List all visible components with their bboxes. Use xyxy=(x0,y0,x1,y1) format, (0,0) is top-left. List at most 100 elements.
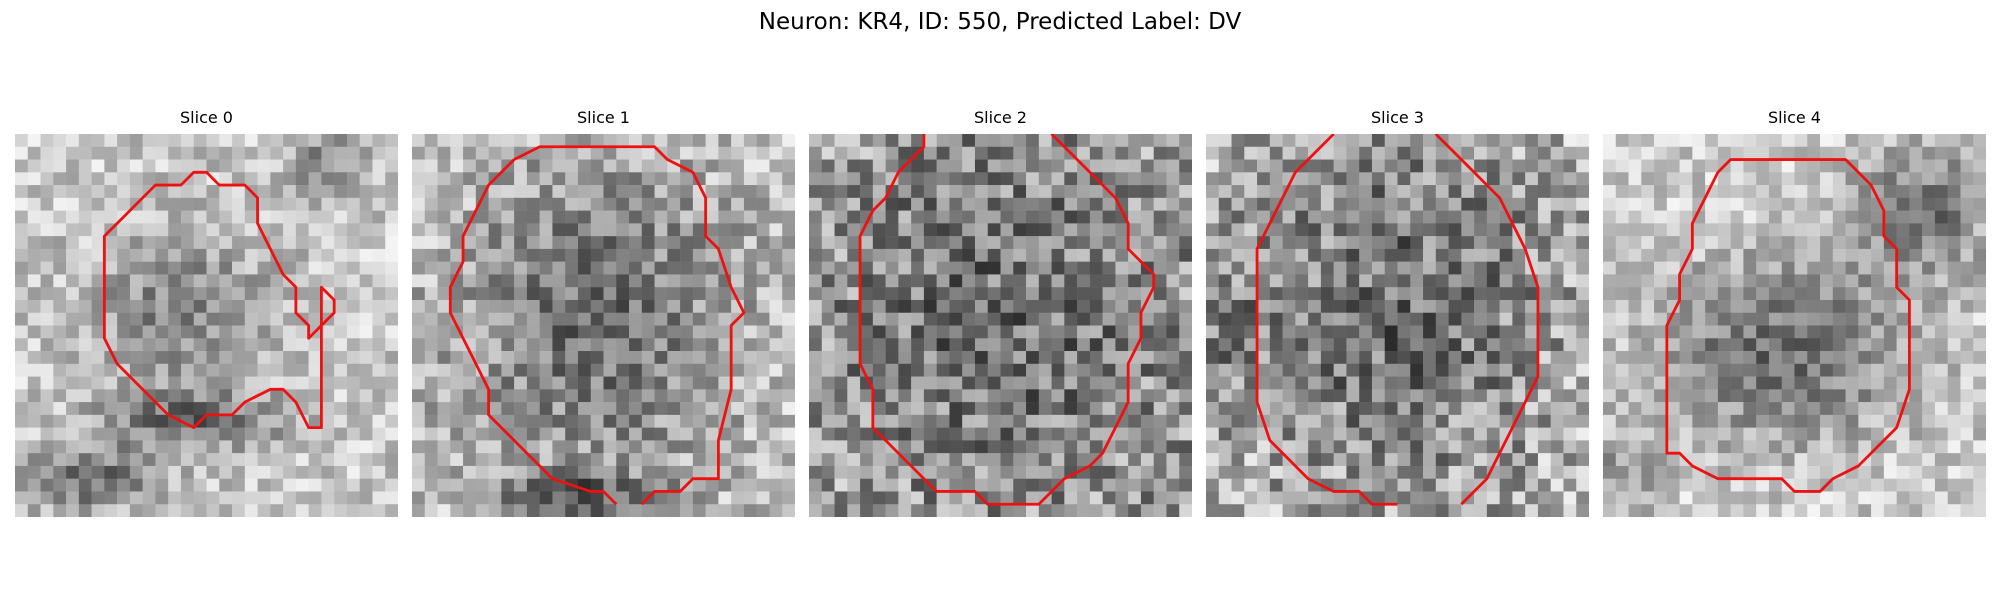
image-pixel xyxy=(1615,504,1629,517)
image-pixel xyxy=(1206,236,1220,250)
image-pixel xyxy=(270,172,284,186)
image-pixel xyxy=(334,159,348,173)
image-pixel xyxy=(1550,146,1564,160)
image-pixel xyxy=(463,287,477,301)
image-pixel xyxy=(450,338,464,352)
image-pixel xyxy=(1679,389,1693,403)
image-pixel xyxy=(232,478,246,492)
image-pixel xyxy=(66,491,80,505)
image-pixel xyxy=(308,453,322,467)
image-pixel xyxy=(1615,299,1629,313)
image-pixel xyxy=(270,453,284,467)
image-pixel xyxy=(232,440,246,454)
image-pixel xyxy=(1448,185,1462,199)
image-pixel xyxy=(1038,440,1052,454)
image-pixel xyxy=(1346,402,1360,416)
image-pixel xyxy=(1269,491,1283,505)
image-pixel xyxy=(1705,274,1719,288)
image-pixel xyxy=(565,338,579,352)
image-pixel xyxy=(1973,312,1986,326)
image-pixel xyxy=(1550,312,1564,326)
image-pixel xyxy=(1435,236,1449,250)
image-pixel xyxy=(1717,185,1731,199)
image-pixel xyxy=(731,453,745,467)
image-pixel xyxy=(257,248,271,262)
image-pixel xyxy=(1244,134,1258,148)
image-pixel xyxy=(283,478,297,492)
image-pixel xyxy=(1717,351,1731,365)
image-pixel xyxy=(1435,427,1449,441)
image-pixel xyxy=(1064,491,1078,505)
image-pixel xyxy=(974,299,988,313)
image-pixel xyxy=(334,261,348,275)
image-pixel xyxy=(577,440,591,454)
image-pixel xyxy=(40,134,54,148)
image-pixel xyxy=(412,248,426,262)
slice-title: Slice 0 xyxy=(180,108,233,127)
image-pixel xyxy=(1166,261,1180,275)
image-pixel xyxy=(475,402,489,416)
image-pixel xyxy=(1641,491,1655,505)
image-pixel xyxy=(1717,376,1731,390)
image-pixel xyxy=(641,312,655,326)
image-pixel xyxy=(283,134,297,148)
image-pixel xyxy=(1423,363,1437,377)
image-pixel xyxy=(872,312,886,326)
image-pixel xyxy=(66,363,80,377)
image-pixel xyxy=(949,197,963,211)
image-pixel xyxy=(1743,146,1757,160)
image-pixel xyxy=(1730,146,1744,160)
image-pixel xyxy=(1692,236,1706,250)
image-pixel xyxy=(885,491,899,505)
image-pixel xyxy=(743,299,757,313)
image-pixel xyxy=(692,197,706,211)
image-pixel xyxy=(488,274,502,288)
image-pixel xyxy=(1257,172,1271,186)
image-pixel xyxy=(488,440,502,454)
image-pixel xyxy=(1679,491,1693,505)
image-pixel xyxy=(834,389,848,403)
image-pixel xyxy=(539,338,553,352)
image-pixel xyxy=(756,172,770,186)
image-pixel xyxy=(1000,491,1014,505)
image-pixel xyxy=(1013,402,1027,416)
image-pixel xyxy=(15,427,29,441)
image-pixel xyxy=(1320,338,1334,352)
image-pixel xyxy=(1717,389,1731,403)
image-pixel xyxy=(526,223,540,237)
image-pixel xyxy=(424,478,438,492)
image-pixel xyxy=(1051,363,1065,377)
image-pixel xyxy=(1102,504,1116,517)
image-pixel xyxy=(27,478,41,492)
image-pixel xyxy=(1717,414,1731,428)
image-pixel xyxy=(769,453,783,467)
image-pixel xyxy=(1909,185,1923,199)
image-pixel xyxy=(769,389,783,403)
image-pixel xyxy=(577,389,591,403)
image-pixel xyxy=(1794,351,1808,365)
image-pixel xyxy=(1947,414,1961,428)
image-pixel xyxy=(359,504,373,517)
image-pixel xyxy=(514,210,528,224)
image-pixel xyxy=(1089,159,1103,173)
image-pixel xyxy=(1333,312,1347,326)
image-pixel xyxy=(1934,134,1948,148)
image-pixel xyxy=(743,478,757,492)
image-pixel xyxy=(1423,185,1437,199)
image-pixel xyxy=(692,465,706,479)
image-pixel xyxy=(129,363,143,377)
image-pixel xyxy=(616,453,630,467)
image-pixel xyxy=(142,248,156,262)
image-pixel xyxy=(488,312,502,326)
image-pixel xyxy=(616,134,630,148)
image-pixel xyxy=(91,134,105,148)
image-pixel xyxy=(847,197,861,211)
image-pixel xyxy=(654,338,668,352)
image-pixel xyxy=(346,185,360,199)
image-pixel xyxy=(923,351,937,365)
image-pixel xyxy=(1026,274,1040,288)
slice-title: Slice 1 xyxy=(577,108,630,127)
image-pixel xyxy=(1960,491,1974,505)
image-pixel xyxy=(1153,197,1167,211)
image-pixel xyxy=(1218,134,1232,148)
